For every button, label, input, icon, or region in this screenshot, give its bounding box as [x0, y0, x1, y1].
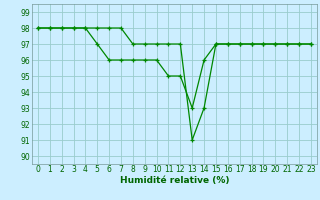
- X-axis label: Humidité relative (%): Humidité relative (%): [120, 176, 229, 185]
